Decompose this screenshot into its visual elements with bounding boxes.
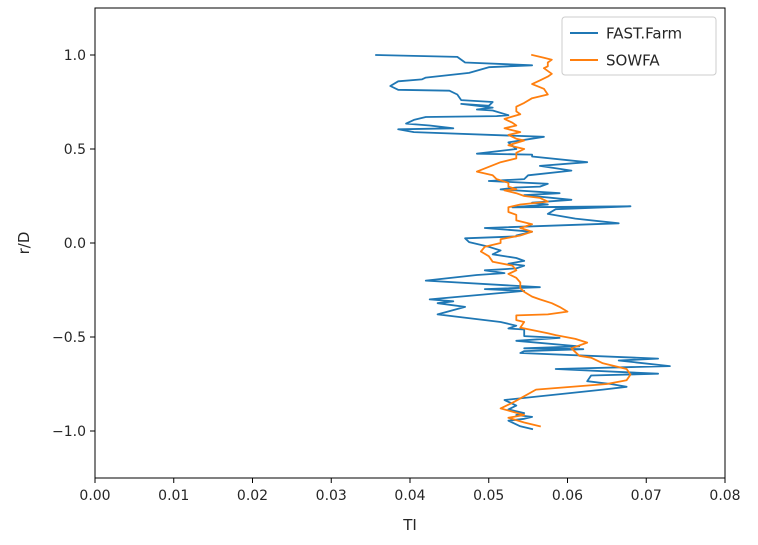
series-layer — [375, 53, 671, 431]
x-tick-label: 0.02 — [237, 488, 268, 504]
legend-label-sowfa: SOWFA — [606, 52, 660, 70]
y-tick-label: −0.5 — [52, 330, 86, 346]
x-tick-label: 0.06 — [552, 488, 583, 504]
y-tick-label: 0.5 — [64, 142, 86, 158]
legend-label-fast-farm: FAST.Farm — [606, 25, 682, 43]
plot-background — [95, 8, 725, 478]
x-tick-label: 0.04 — [394, 488, 425, 504]
y-axis-label: r/D — [15, 232, 33, 255]
x-tick-label: 0.05 — [473, 488, 504, 504]
x-tick-label: 0.07 — [631, 488, 662, 504]
x-tick-label: 0.00 — [79, 488, 110, 504]
series-line-sowfa — [475, 53, 632, 428]
plot-area — [94, 7, 726, 479]
legend: FAST.Farm SOWFA — [561, 16, 717, 76]
x-tick-label: 0.08 — [709, 488, 740, 504]
legend-box — [561, 16, 717, 76]
x-axis-label: TI — [402, 516, 417, 534]
x-axis: 0.00 0.01 0.02 0.03 0.04 0.05 0.06 0.07 0.08 — [79, 478, 741, 504]
x-tick-label: 0.01 — [158, 488, 189, 504]
y-tick-label: −1.0 — [52, 424, 86, 440]
y-tick-label: 1.0 — [64, 48, 86, 64]
series-line-fast-farm — [375, 54, 671, 431]
y-tick-label: 0.0 — [64, 236, 86, 252]
y-axis: 1.0 0.5 0.0 −0.5 −1.0 — [52, 48, 95, 440]
x-tick-label: 0.03 — [316, 488, 347, 504]
